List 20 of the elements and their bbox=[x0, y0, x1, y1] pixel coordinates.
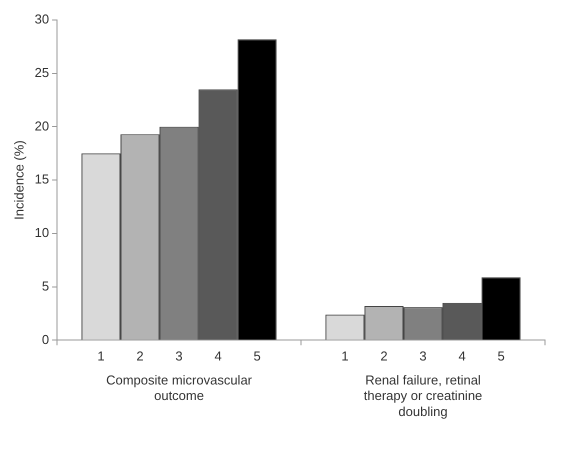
y-tick-label: 10 bbox=[34, 225, 50, 240]
x-tick-label: Renal failure, retinal therapy or creatinine doubling bbox=[364, 372, 482, 419]
y-tick-label: 20 bbox=[34, 118, 50, 134]
y-tick-label: 15 bbox=[34, 172, 50, 187]
text: 5 bbox=[497, 348, 505, 364]
text: 2 bbox=[380, 348, 388, 364]
y-tick-label: 30 bbox=[34, 12, 50, 27]
series-label: 4 bbox=[214, 348, 222, 364]
y-tick-label: 5 bbox=[42, 278, 50, 294]
x-tick-label: Composite microvascular outcome bbox=[106, 372, 253, 404]
y-tick-label: 25 bbox=[34, 64, 50, 80]
text: 1 bbox=[341, 348, 349, 364]
series-label: 3 bbox=[175, 348, 183, 364]
y-tick-label: 0 bbox=[42, 332, 50, 347]
series-label: 1 bbox=[97, 348, 105, 364]
series-label: 2 bbox=[136, 348, 144, 364]
series-label: 5 bbox=[254, 348, 261, 364]
text: 4 bbox=[458, 348, 466, 364]
y-axis-title: Incidence (%) bbox=[11, 140, 26, 220]
text: 3 bbox=[419, 348, 427, 364]
